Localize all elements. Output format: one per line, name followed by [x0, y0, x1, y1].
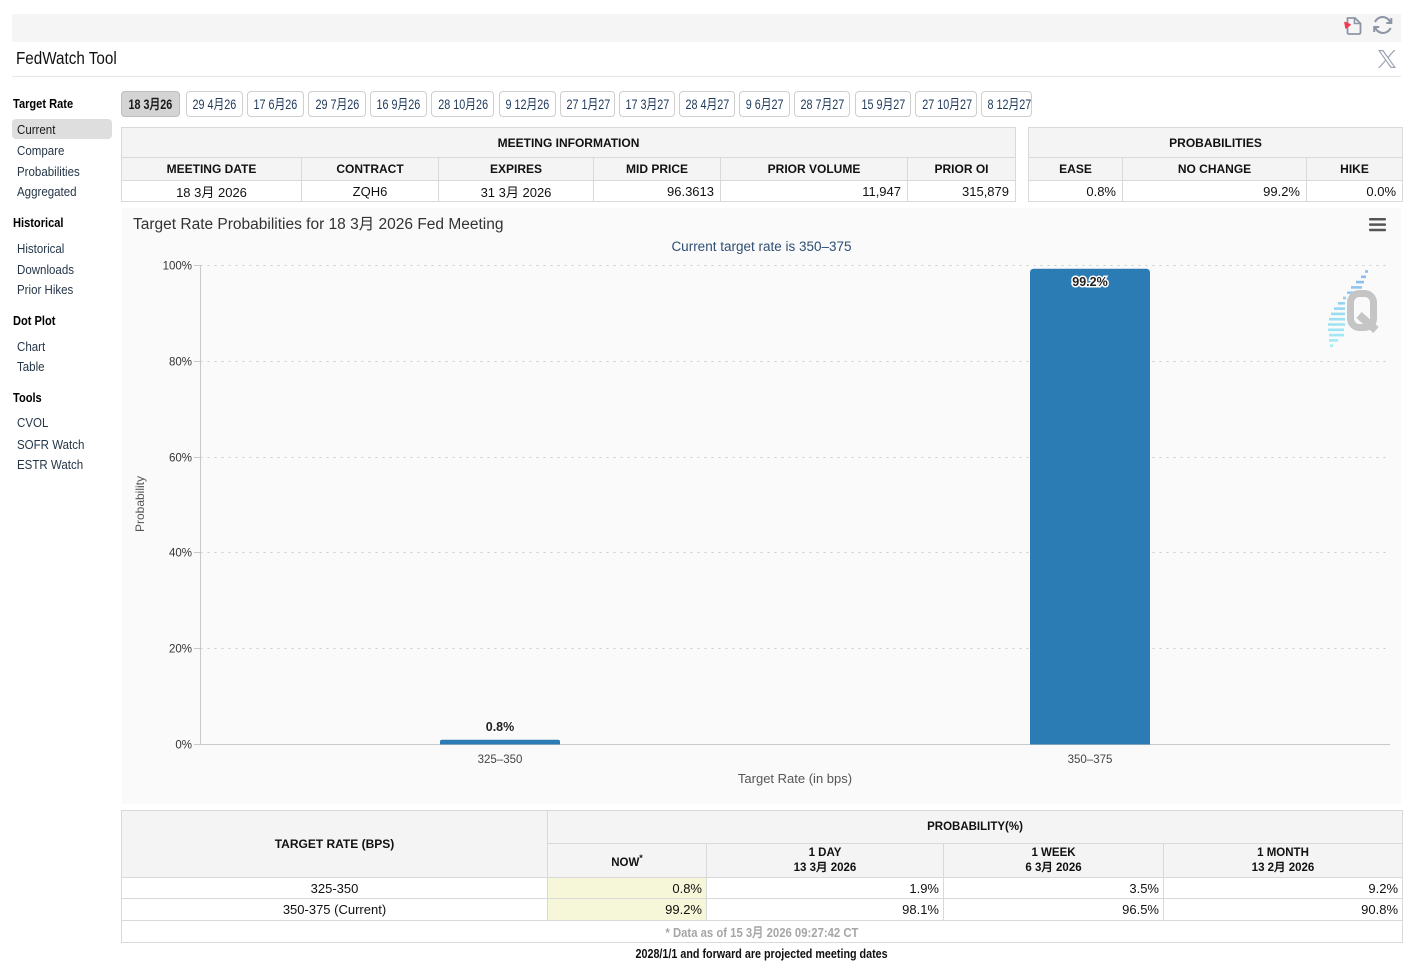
svg-text:99.2%: 99.2% — [1072, 275, 1107, 289]
svg-text:Probability: Probability — [133, 476, 147, 532]
svg-text:100%: 100% — [163, 261, 192, 273]
svg-text:325–350: 325–350 — [478, 754, 523, 766]
svg-text:40%: 40% — [169, 548, 192, 560]
svg-text:80%: 80% — [169, 357, 192, 369]
svg-text:60%: 60% — [169, 453, 192, 465]
svg-text:350–375: 350–375 — [1068, 754, 1113, 766]
svg-text:0%: 0% — [175, 740, 192, 752]
svg-text:0.8%: 0.8% — [486, 720, 515, 734]
svg-text:20%: 20% — [169, 644, 192, 656]
svg-text:Target Rate (in bps): Target Rate (in bps) — [738, 771, 852, 786]
